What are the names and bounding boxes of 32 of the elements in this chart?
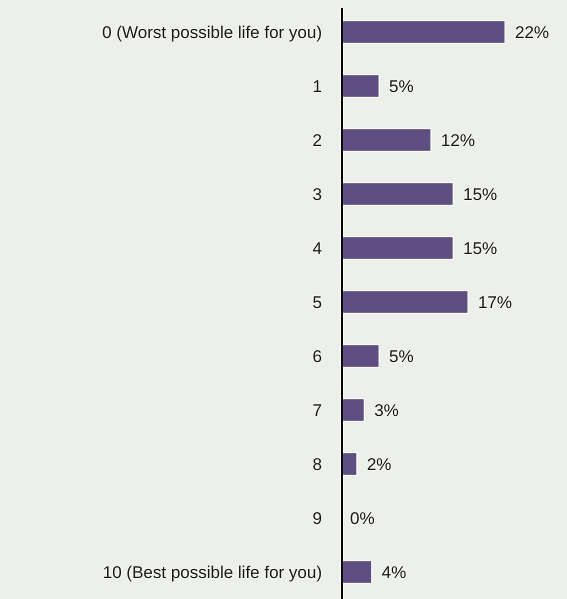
data-label: 15% <box>463 184 498 204</box>
bar <box>342 290 468 314</box>
y-tick-label: 10 (Best possible life for you) <box>102 562 322 582</box>
bar <box>342 344 380 368</box>
y-tick-label: 3 <box>312 184 322 204</box>
data-label: 5% <box>389 346 414 366</box>
bar <box>342 182 454 206</box>
y-tick-label: 5 <box>312 292 322 312</box>
data-label: 15% <box>463 238 498 258</box>
y-tick-label: 1 <box>312 76 322 96</box>
bar <box>342 398 365 422</box>
data-label: 4% <box>382 562 406 582</box>
bar <box>342 560 372 584</box>
data-label: 12% <box>440 130 475 150</box>
y-tick-label: 4 <box>312 238 322 258</box>
data-label: 2% <box>366 454 392 474</box>
y-tick-label: 0 (Worst possible life for you) <box>102 22 322 42</box>
y-tick-label: 2 <box>312 130 322 150</box>
data-label: 0% <box>350 508 375 528</box>
data-label: 17% <box>478 292 512 312</box>
y-tick-label: 6 <box>312 346 322 366</box>
bar <box>342 20 506 44</box>
bar <box>342 128 432 152</box>
data-label: 5% <box>389 76 414 96</box>
bar <box>342 74 380 98</box>
y-tick-label: 9 <box>312 508 322 528</box>
y-tick-label: 8 <box>312 454 322 474</box>
y-tick-label: 7 <box>312 400 322 420</box>
bar <box>342 452 358 476</box>
data-label: 22% <box>515 22 550 42</box>
bar <box>342 236 454 260</box>
data-label: 3% <box>374 400 399 420</box>
